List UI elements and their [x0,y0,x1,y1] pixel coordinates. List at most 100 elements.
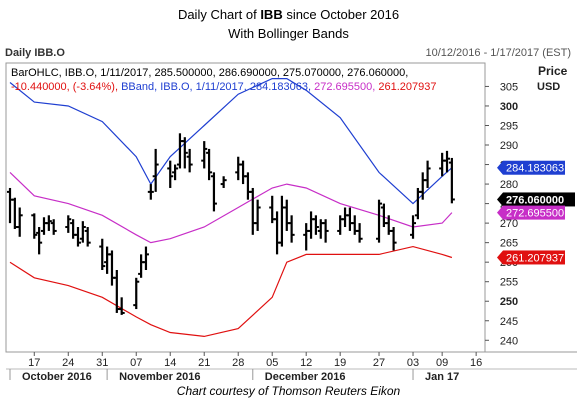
ohlc-bar [283,199,290,231]
x-tick-label: 09 [436,357,448,369]
ohlc-bar [312,215,319,235]
ohlc-bar [419,172,426,200]
y-tick-label: 270 [500,218,518,230]
y-tick-label: 265 [500,238,518,250]
month-label: November 2016 [119,371,200,380]
ohlc-bar [147,184,154,200]
y-tick-label: 250 [500,296,518,308]
middle-price-tag: 272.695500 [497,205,565,220]
ohlc-bar [444,150,451,173]
ohlc-bar [278,195,285,247]
x-tick-label: 07 [130,357,142,369]
ohlc-bar [79,221,86,243]
chart-caption: Chart courtesy of Thomson Reuters Eikon [176,384,401,398]
date-range-label: 10/12/2016 - 1/17/2017 (EST) [425,47,571,59]
legend-bband-upper: BBand, IBB.O, 1/11/2017, 284.183063, [118,81,311,93]
ohlc-bar [108,250,115,286]
x-tick-label: 19 [334,357,346,369]
ohlc-bar [65,215,72,233]
ohlc-bar [84,227,91,247]
ohlc-bar [210,172,217,212]
ohlc-bar [181,137,188,169]
legend-bband-middle: 272.695500, [311,81,375,93]
ohlc-bar [410,215,417,239]
ohlc-bar [186,148,193,173]
month-label: December 2016 [265,371,346,380]
middle-bollinger-band [9,171,453,244]
y-tick-label: 240 [500,335,518,347]
ohlc-bar [45,215,52,231]
ohlc-bar [249,187,256,235]
ohlc-chart: 2402452502552602652702752802852902953003… [5,62,577,380]
upper-price-tag: 284.183063 [497,160,565,175]
ohlc-bar [11,197,18,229]
y-tick-label: 255 [500,277,518,289]
legend-bband-lower: 261.207937 [375,81,436,93]
ohlc-bar [274,211,281,255]
lower-price-tag: 261.207937 [497,250,565,265]
ohlc-bar [104,246,111,274]
y-tick-label: 300 [500,101,518,113]
y-tick-label: 280 [500,179,518,191]
ohlc-bar [40,217,47,235]
upper-price-tag-label: 284.183063 [506,163,564,175]
ohlc-bar [424,160,431,188]
x-tick-label: 27 [373,357,385,369]
chart-title: Daily Chart of IBB since October 2016 [177,7,400,22]
ohlc-bar [142,246,149,270]
month-label: October 2016 [22,371,92,380]
y-tick-label: 245 [500,316,518,328]
ohlc-bar [448,157,455,204]
month-label: Jan 17 [425,371,459,380]
x-tick-label: 16 [470,357,482,369]
chart-title-symbol: IBB [260,7,283,22]
ohlc-bar [308,211,315,239]
ohlc-bar [201,141,208,169]
ohlc-bar [346,207,353,231]
ohlc-bar [16,207,23,237]
y-tick-label: 295 [500,120,518,132]
ohlc-bar [176,133,183,169]
lower-bollinger-band [9,245,453,338]
ohlc-bar [390,227,397,251]
x-tick-label: 24 [62,357,74,369]
ohlc-bar [356,223,363,243]
ohlc-bar [31,213,38,239]
lower-price-tag-label: 261.207937 [506,252,564,264]
ohlc-bar [36,227,43,255]
ohlc-bar [235,156,242,181]
ohlc-bar [322,219,329,243]
ohlc-bar [74,227,81,247]
ohlc-bar [288,215,295,243]
ohlc-bar [133,277,140,310]
middle-price-tag-label: 272.695500 [506,208,564,220]
x-tick-label: 28 [232,357,244,369]
ohlc-bar [342,207,349,228]
x-tick-label: 21 [198,357,210,369]
ohlc-bar [118,297,125,315]
ohlc-bar [167,160,174,188]
x-tick-label: 12 [300,357,312,369]
x-tick-label: 05 [266,357,278,369]
y-tick-label: 290 [500,140,518,152]
y-axis-unit: USD [537,81,560,93]
ohlc-bar [172,164,179,181]
legend-change: -10.440000, (-3.64%), [11,81,118,93]
ohlc-bar [50,219,57,235]
ohlc-bar [376,199,383,243]
x-tick-label: 17 [28,357,40,369]
ohlc-bar [99,238,106,270]
upper-bollinger-band [9,78,453,205]
chart-subtitle: With Bollinger Bands [228,26,349,41]
ohlc-bar [206,148,213,181]
legend-ohlc-line: BarOHLC, IBB.O, 1/11/2017, 285.500000, 2… [11,67,408,79]
y-axis-title: Price [538,64,568,78]
close-price-tag-label: 276.060000 [506,194,564,206]
ohlc-bar [220,176,227,188]
close-price-tag: 276.060000 [497,192,575,207]
ohlc-bar [254,199,261,231]
y-tick-label: 305 [500,81,518,93]
ohlc-bar [7,187,13,224]
ohlc-bar [303,223,310,251]
x-tick-label: 31 [96,357,108,369]
